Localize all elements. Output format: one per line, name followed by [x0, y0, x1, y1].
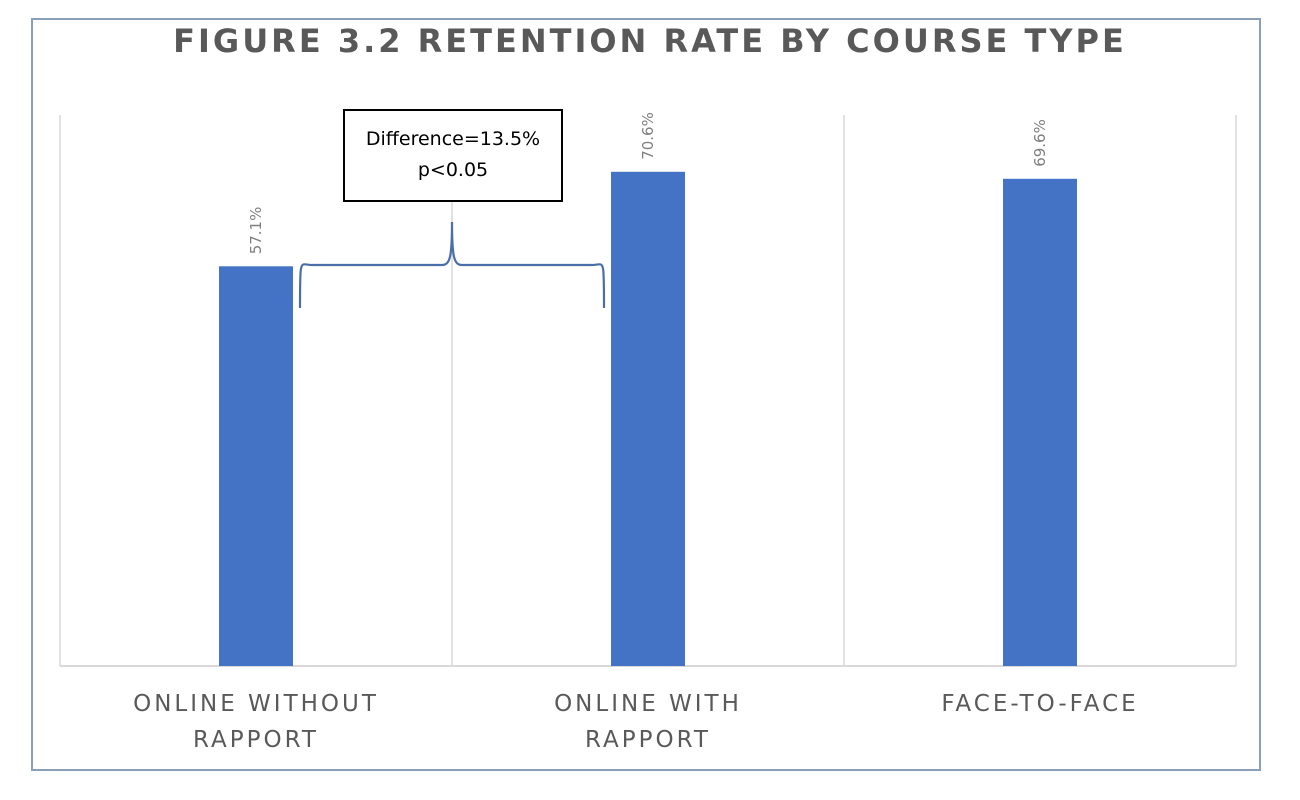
category-label-online-without-rapport: ONLINE WITHOUT RAPPORT [133, 691, 379, 753]
difference-brace [298, 221, 606, 309]
data-label-2: 69.6% [1031, 119, 1049, 167]
category-label-online-with-rapport: ONLINE WITH RAPPORT [554, 691, 742, 753]
bar-1 [611, 171, 685, 667]
bar-2 [1003, 178, 1077, 667]
data-label-1: 70.6% [639, 112, 657, 160]
data-label-0: 57.1% [247, 207, 265, 255]
annotation-p-value-text: p<0.05 [417, 159, 489, 181]
bar-0 [219, 266, 293, 666]
annotation-difference-text: Difference=13.5% [365, 128, 541, 150]
difference-annotation-box: Difference=13.5% p<0.05 [343, 109, 563, 202]
category-label-face-to-face: FACE-TO-FACE [941, 691, 1139, 717]
chart-title: FIGURE 3.2 RETENTION RATE BY COURSE TYPE [173, 22, 1127, 60]
